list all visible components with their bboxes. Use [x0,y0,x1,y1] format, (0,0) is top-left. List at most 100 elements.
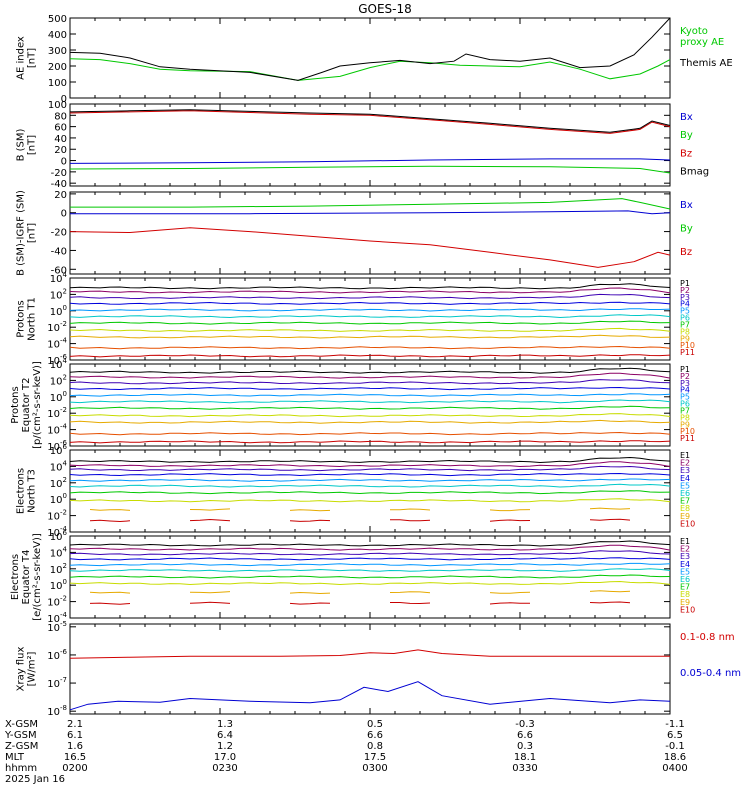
series-e2 [69,544,671,551]
legend-p7: P7 [680,320,690,329]
legend-bx: Bx [680,112,693,123]
x-row-value: 0300 [362,763,387,774]
panel-frame [69,17,671,99]
y-tick-label: 400 [48,30,67,41]
legend-themis-ae: Themis AE [679,58,733,69]
y-tick-label: -20 [51,168,67,179]
x-row-value: 16.5 [64,752,86,763]
legend-p10: P10 [680,341,695,350]
series-p2 [69,287,671,294]
series-e10 [189,601,231,604]
legend-p5: P5 [680,307,690,316]
legend-p8: P8 [680,413,690,422]
series-p11 [69,440,671,444]
y-axis-label: AE index[nT] [16,36,38,80]
x-row-value: 18.1 [514,752,536,763]
legend-bz: Bz [680,247,692,258]
legend-e7: E7 [680,497,690,506]
y-tick-label: 10-6 [47,648,67,662]
x-row-value: 0.3 [517,741,533,752]
y-tick-label: 40 [54,134,67,145]
y-tick-label: 10-2 [47,595,67,609]
series-bx [69,158,671,164]
series-p1 [69,367,671,374]
x-row-value: 1.2 [217,741,233,752]
y-tick-label: 0 [61,209,67,220]
y-tick-label: 10-2 [47,320,67,334]
y-axis-label: ElectronsEquator T4[e/(cm²-s-sr-keV)] [10,533,43,621]
y-tick-label: 102 [50,373,67,387]
legend-e2: E2 [680,459,690,468]
x-row-value: 0330 [512,763,537,774]
series-e9 [89,509,131,511]
y-tick-label: 500 [48,14,67,25]
series-by [70,198,671,210]
y-tick-label: 10-7 [47,676,67,690]
series-e10 [390,519,431,522]
x-row-value: 0400 [662,763,687,774]
y-tick-label: 100 [50,304,67,318]
y-tick-label: 100 [50,578,67,592]
y-tick-label: 104 [50,459,68,473]
x-row-label: Z-GSM [5,741,38,752]
legend-bx: Bx [680,200,693,211]
series-e7 [69,490,671,495]
y-axis-label: Xray flux[W/m²] [16,647,38,692]
panel-frame [69,449,671,533]
x-row-value: 18.6 [664,752,686,763]
series-p8 [69,327,671,332]
legend-e9: E9 [680,512,690,521]
series-e9 [89,591,131,594]
x-row-value: 1.3 [217,719,233,730]
panel-8: 10-5 10-6 10-7 10-8 Xray flux[W/m²] 0.1-0.8 n… [16,620,742,718]
legend-e4: E4 [680,560,690,569]
y-tick-label: 102 [50,562,67,576]
y-axis-label: B (SM)-IGRF (SM)[nT] [16,190,38,276]
series-p4 [69,301,671,305]
series-e9 [189,508,231,511]
legend-kyoto-proxy-ae: Kyoto proxy AE [680,26,724,48]
x-row-label: Y-GSM [4,730,37,741]
legend-p11: P11 [680,434,695,443]
legend-0-05-0-4-nm: 0.05-0.4 nm [680,668,741,679]
x-row-label: hhmm [5,763,37,774]
legend-p7: P7 [680,406,690,415]
legend-e2: E2 [680,545,690,554]
legend-p6: P6 [680,314,690,323]
x-row-value: 17.5 [364,752,386,763]
series-e10 [289,519,331,522]
series-e10 [489,519,531,522]
legend-p2: P2 [680,286,690,295]
x-row-value: 6.4 [217,730,233,741]
y-tick-label: 102 [50,476,67,490]
legend-e6: E6 [680,575,690,584]
y-tick-label: 100 [48,78,67,89]
legend-e6: E6 [680,489,690,498]
series-0-1-0-8-nm [69,649,670,659]
series-e8 [69,580,671,586]
series-p11 [69,354,671,358]
legend-p9: P9 [680,420,690,429]
x-row-value: 17.0 [214,752,236,763]
y-tick-label: 104 [50,545,68,559]
legend-p6: P6 [680,400,690,409]
series-p2 [69,372,671,379]
series-e10 [489,602,531,605]
series-bz [69,110,671,134]
series-e10 [589,518,631,521]
x-row-value: -1.1 [665,719,685,730]
series-e10 [289,602,331,605]
series-e3 [69,550,671,556]
series-e7 [69,574,671,579]
legend-p3: P3 [680,293,690,302]
series-e9 [189,591,231,594]
series-e6 [69,568,671,572]
x-row-value: -0.1 [665,741,685,752]
series-e9 [289,591,331,595]
series-e9 [489,509,531,512]
legend-p9: P9 [680,334,690,343]
y-tick-label: 10-4 [47,337,67,351]
y-tick-label: 80 [54,111,67,122]
